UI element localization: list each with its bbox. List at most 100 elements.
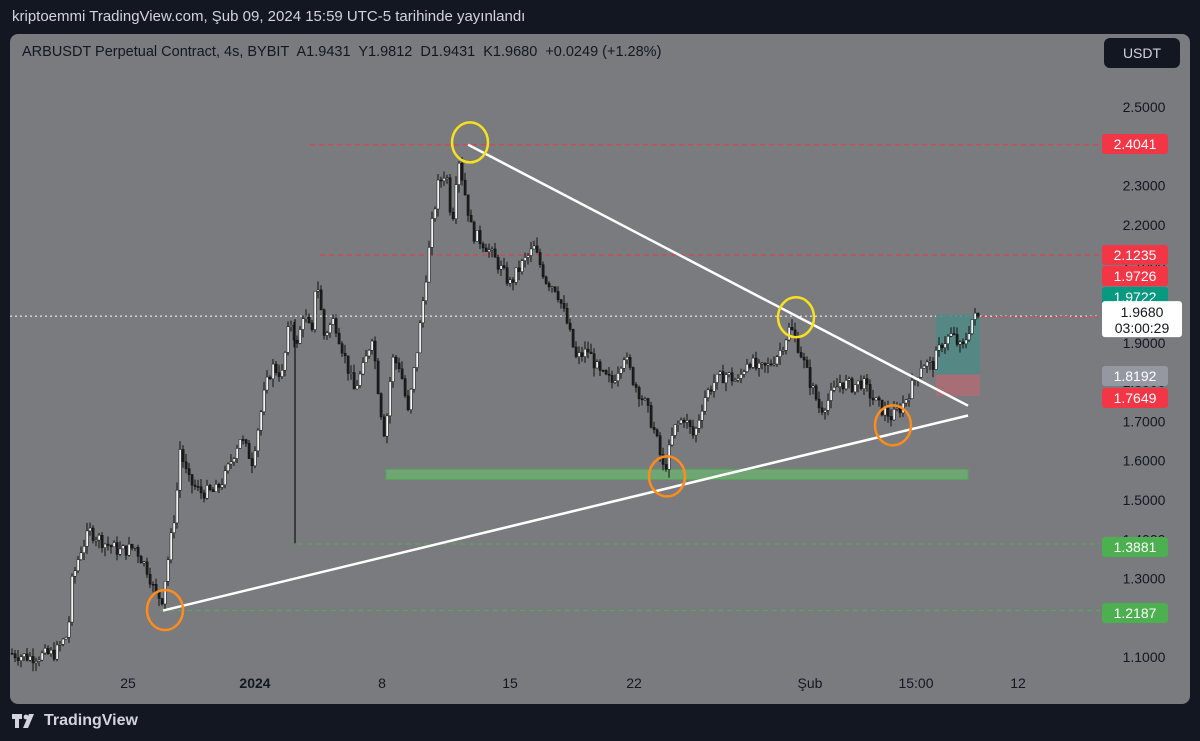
candle-body (559, 299, 563, 304)
candle-body (328, 324, 332, 334)
candle-body (244, 439, 248, 444)
price-tick-label: 1.1000 (1123, 649, 1166, 665)
candle-body (511, 279, 515, 283)
highlight-circle-0 (450, 121, 490, 164)
candle-body (823, 410, 827, 413)
candle-body (871, 397, 875, 401)
candle-body (712, 382, 716, 392)
candle-body (376, 360, 380, 394)
candle-body (934, 350, 938, 370)
candle-body (82, 546, 86, 553)
currency-button[interactable]: USDT (1104, 38, 1180, 68)
candle-body (604, 370, 608, 375)
candle-body (550, 286, 554, 289)
candle-body (664, 464, 668, 470)
candle-body (943, 343, 947, 348)
candle-body (187, 468, 191, 475)
candle-body (910, 380, 914, 399)
candle-body (685, 420, 689, 423)
candle-body (391, 356, 395, 382)
candle-body (349, 372, 353, 374)
candle-body (766, 363, 770, 366)
footer: TradingView (0, 704, 1200, 741)
position-loss-zone (936, 374, 980, 396)
candle-body (538, 252, 542, 265)
candle-body (655, 429, 659, 437)
highlight-circle-3 (647, 455, 687, 498)
symbol-legend: ARBUSDT Perpetual Contract, 4s, BYBIT A1… (22, 44, 665, 60)
candle-body (382, 416, 386, 437)
candle-body (202, 492, 206, 499)
candle-body (373, 340, 377, 362)
candle-body (106, 543, 110, 546)
candle-body (838, 382, 842, 387)
candle-body (952, 333, 956, 335)
candle-body (352, 372, 356, 390)
candle-body (580, 352, 584, 357)
candle-body (193, 484, 197, 487)
candle-body (262, 389, 266, 413)
candle-body (553, 286, 557, 292)
candle-body (808, 367, 812, 388)
chart-panel[interactable]: 2.50002.30002.20002.10002.00001.90001.80… (10, 34, 1190, 704)
candle-body (232, 458, 236, 463)
candle-body (76, 559, 80, 572)
candle-body (643, 398, 647, 401)
candle-body (931, 361, 935, 370)
candle-body (706, 389, 710, 398)
candle-body (781, 350, 785, 352)
candle-body (835, 386, 839, 388)
candle-body (100, 535, 104, 548)
candle-body (544, 276, 548, 284)
candle-body (142, 561, 146, 564)
candle-body (760, 362, 764, 365)
candle-body (961, 341, 965, 345)
tradingview-logo[interactable]: TradingView (12, 712, 138, 730)
candle-body (10, 653, 14, 655)
candle-body (778, 350, 782, 357)
candle-body (250, 458, 254, 467)
candle-body (25, 653, 29, 661)
candle-body (763, 362, 767, 366)
candle-body (790, 327, 794, 331)
candle-body (640, 398, 644, 401)
candle-body (895, 407, 899, 410)
price-chart[interactable]: 2.50002.30002.20002.10002.00001.90001.80… (10, 34, 1190, 704)
candle-body (658, 435, 662, 455)
candle-body (634, 384, 638, 388)
candle-body (127, 543, 131, 556)
candle-body (733, 380, 737, 382)
candle-body (868, 384, 872, 399)
candle-body (652, 427, 656, 430)
candle-body (151, 583, 155, 586)
candle-body (115, 542, 119, 555)
candle-body (235, 448, 239, 459)
candle-body (874, 397, 878, 401)
candle-body (523, 257, 527, 261)
candle-body (439, 179, 443, 182)
candle-body (283, 352, 287, 371)
candle-body (442, 178, 446, 182)
candle-body (256, 429, 260, 452)
candle-body (139, 556, 143, 564)
candle-body (34, 661, 38, 664)
candle-body (109, 545, 113, 548)
candle-body (682, 419, 686, 423)
candle-body (52, 649, 56, 660)
price-tick-label: 1.9000 (1123, 335, 1166, 351)
candle-body (157, 591, 161, 599)
candle-body (718, 371, 722, 375)
candle-body (79, 552, 83, 560)
candle-body (445, 177, 449, 180)
publish-info-bar: kriptoemmi TradingView.com, Şub 09, 2024… (0, 0, 1200, 34)
candle-body (487, 249, 491, 252)
trendline-upper (467, 143, 969, 407)
candle-body (286, 326, 290, 353)
candle-body (166, 559, 170, 582)
candle-body (787, 327, 791, 341)
candle-body (469, 215, 473, 223)
candle-body (592, 353, 596, 369)
candle-body (856, 380, 860, 385)
candle-body (601, 370, 605, 372)
time-tick-label: 15 (502, 675, 518, 691)
